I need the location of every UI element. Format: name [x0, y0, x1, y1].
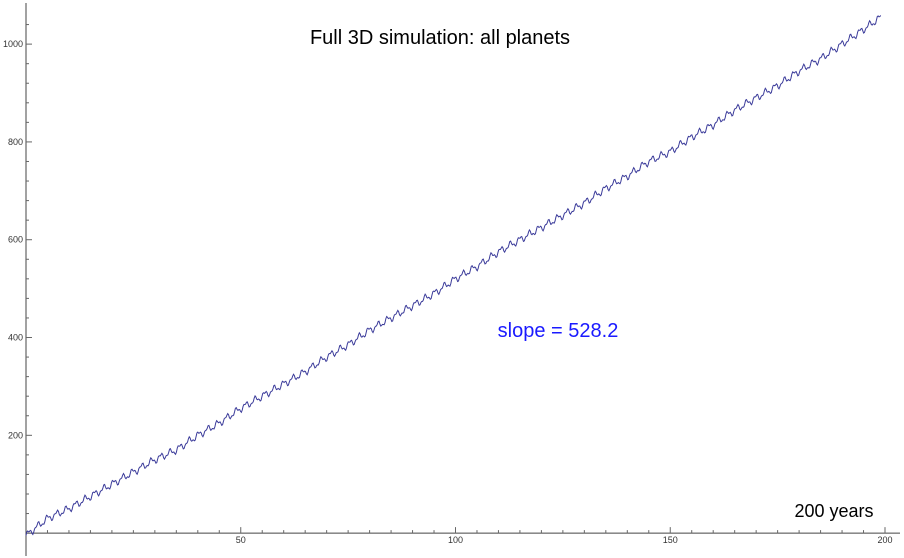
ticks: 50 100 150 200 200 400 600 800 1000 — [3, 24, 893, 545]
x-tick-label: 50 — [236, 535, 246, 545]
series-group — [25, 15, 882, 536]
series-line-0 — [25, 15, 882, 536]
x-tick-label: 200 — [877, 535, 892, 545]
duration-annotation: 200 years — [794, 501, 873, 521]
x-tick-label: 150 — [663, 535, 678, 545]
y-tick-label: 1000 — [3, 39, 23, 49]
chart-title: Full 3D simulation: all planets — [310, 27, 570, 49]
y-tick-label: 600 — [8, 235, 23, 245]
y-tick-label: 800 — [8, 137, 23, 147]
x-tick-label: 100 — [448, 535, 463, 545]
y-tick-label: 200 — [8, 430, 23, 440]
y-tick-label: 400 — [8, 333, 23, 343]
axes — [25, 3, 900, 556]
slope-annotation: slope = 528.2 — [498, 320, 619, 342]
